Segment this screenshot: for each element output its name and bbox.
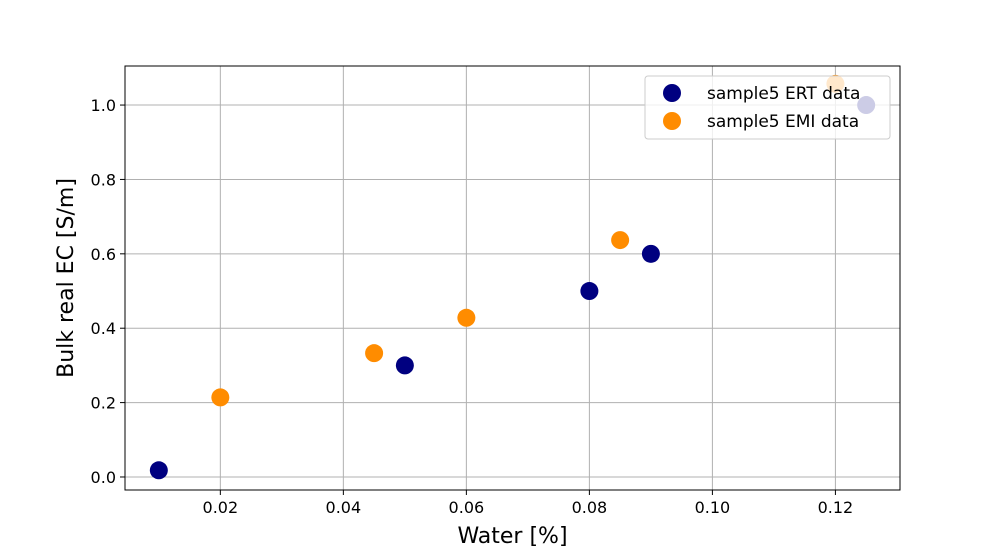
ert-data-point bbox=[395, 356, 414, 375]
ert-data-point bbox=[580, 282, 599, 301]
emi-data-point bbox=[365, 344, 384, 363]
y-tick-label: 0.8 bbox=[91, 170, 116, 189]
emi-data-point bbox=[611, 231, 630, 250]
legend: sample5 ERT data sample5 EMI data bbox=[644, 75, 891, 140]
y-tick-label: 0.2 bbox=[91, 394, 116, 413]
y-tick-label: 1.0 bbox=[91, 96, 116, 115]
legend-box bbox=[644, 75, 891, 140]
emi-data-point bbox=[211, 388, 230, 407]
x-tick-label: 0.06 bbox=[449, 498, 485, 517]
legend-marker-ert bbox=[663, 84, 681, 102]
x-tick-label: 0.04 bbox=[326, 498, 362, 517]
x-tick-label: 0.02 bbox=[203, 498, 239, 517]
y-tick-label: 0.4 bbox=[91, 319, 116, 338]
ert-data-point bbox=[149, 461, 168, 480]
x-axis-label: Water [%] bbox=[457, 524, 567, 549]
legend-entry-emi: sample5 EMI data bbox=[707, 112, 859, 132]
x-tick-label: 0.08 bbox=[572, 498, 608, 517]
y-axis-label: Bulk real EC [S/m] bbox=[54, 178, 79, 378]
legend-entry-ert: sample5 ERT data bbox=[707, 84, 860, 104]
x-tick-label: 0.12 bbox=[818, 498, 854, 517]
plot-frame bbox=[124, 65, 901, 491]
x-tick-label: 0.10 bbox=[695, 498, 731, 517]
ert-data-point bbox=[641, 244, 660, 263]
data-points bbox=[149, 74, 876, 480]
y-tick-label: 0.6 bbox=[91, 245, 116, 264]
emi-data-point bbox=[457, 308, 476, 327]
legend-marker-emi bbox=[663, 112, 681, 130]
axis-ticks: 0.02 0.04 0.06 0.08 0.10 0.12 0.0 0.2 0.4 0.6 0.8 1… bbox=[91, 96, 854, 517]
y-tick-label: 0.0 bbox=[91, 468, 116, 487]
